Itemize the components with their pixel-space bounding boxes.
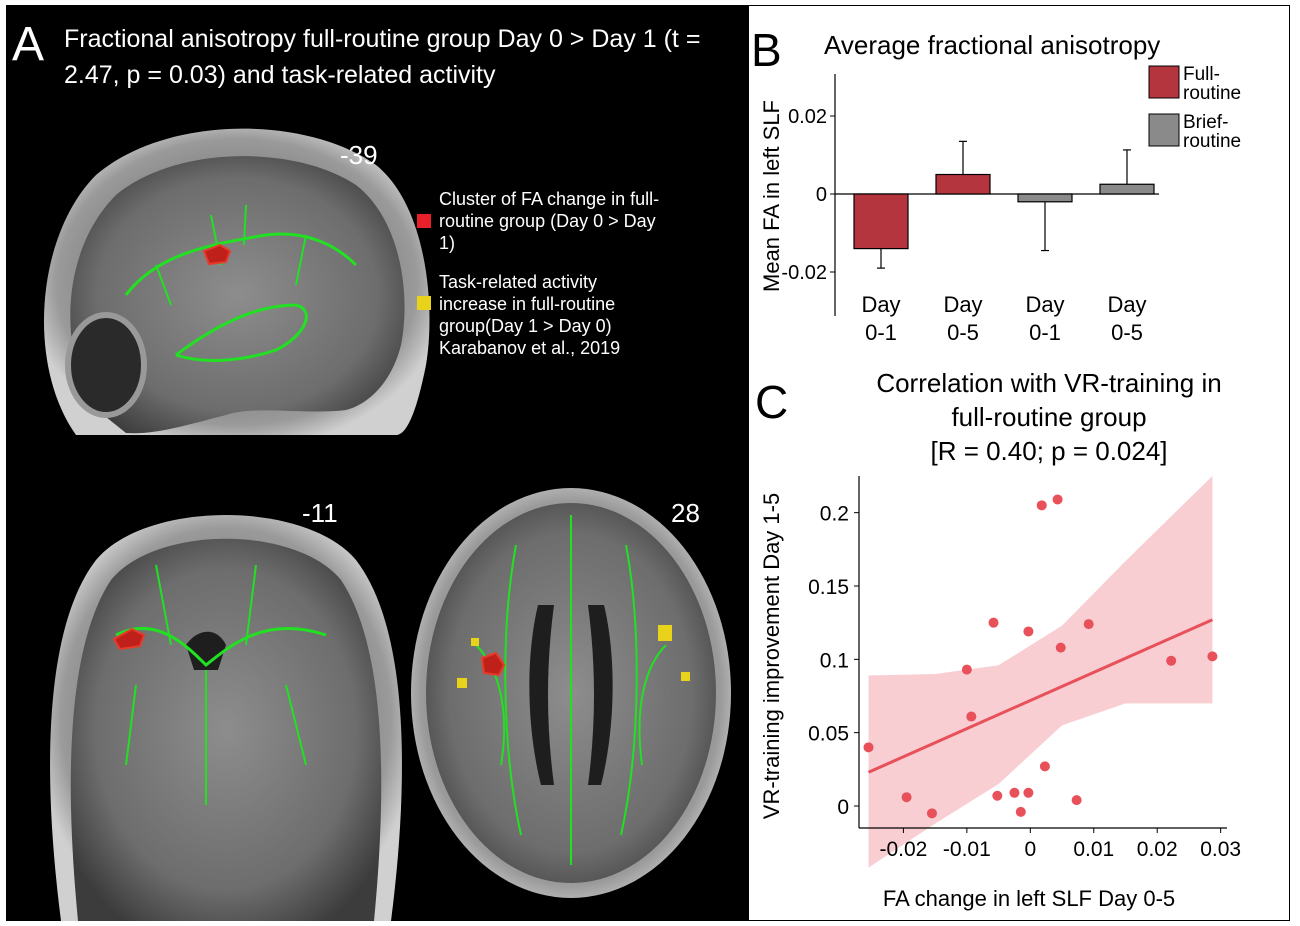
sagittal-slice-image [43,128,430,435]
scatter-ytick-label: 0.05 [808,723,849,746]
scatter-xtick-label: 0.02 [1137,838,1178,861]
axial-slice-number: 28 [671,498,700,528]
scatter-xtick-label: 0.03 [1200,838,1241,861]
fa-cluster-legend-text: Cluster of FA change in full-routine gro… [439,189,660,253]
panel-c-letter: C [755,376,788,428]
scatter-xtick-label: 0 [1024,838,1036,861]
legend-swatch [1148,113,1180,147]
bar-chart: B Average fractional anisotropy Mean FA in… [751,24,1241,345]
data-point [863,742,874,753]
category-label: 0-1 [865,320,897,345]
data-point [1055,642,1066,653]
scatter-xtick-label: 0.01 [1073,838,1114,861]
data-point [1036,500,1047,511]
bar-chart-ytick-label: 0 [816,184,827,206]
scatter-ytick-label: 0.1 [820,649,849,672]
category-label: 0-1 [1029,320,1061,345]
scatter-xtick-label: -0.01 [943,838,991,861]
regression-line [867,618,1214,774]
legend-label: Full- [1183,64,1220,85]
legend-label: routine [1183,131,1241,152]
bar-chart-title: Average fractional anisotropy [824,30,1160,60]
coronal-slice-image [50,515,402,921]
confidence-band [868,476,1213,868]
scatter-ytick-label: 0.2 [820,503,849,526]
category-label: Day [1107,292,1146,317]
scatter-chart-title: full-routine group [951,402,1146,432]
sagittal-slice-number: -39 [340,140,378,170]
data-point [1052,494,1063,505]
data-point [1166,655,1177,666]
panel-bc: B Average fractional anisotropy Mean FA in… [748,5,1290,921]
category-label: 0-5 [947,320,979,345]
panel-b-letter: B [751,24,782,76]
data-point [901,792,912,803]
scatter-ytick-label: 0 [837,796,849,819]
legend-label: routine [1183,83,1241,104]
scatter-chart-title: [R = 0.40; p = 0.024] [930,436,1167,466]
data-point [926,808,937,819]
data-point [1023,626,1034,637]
panel-a: A Fractional anisotropy full-routine gro… [6,5,748,921]
scatter-chart: C Correlation with VR-training in full-rou… [755,368,1241,911]
data-point [1015,806,1026,817]
brain-images [43,128,731,921]
task-activity-legend-text: Task-related activity increase in full-r… [439,272,621,358]
axial-slice-image [411,488,731,898]
fa-cluster-legend-swatch [417,214,431,228]
data-point [1039,761,1050,772]
coronal-slice-number: -11 [302,498,338,528]
panel-a-letter: A [12,18,45,71]
scatter-chart-title: Correlation with VR-training in [876,368,1221,398]
bar [853,193,909,250]
data-point [1083,619,1094,630]
category-label: 0-5 [1111,320,1143,345]
category-label: Day [943,292,982,317]
legend-label: Brief- [1183,112,1228,133]
bar [1099,183,1155,195]
scatter-xtick-label: -0.02 [879,838,927,861]
category-label: Day [861,292,900,317]
data-point [1071,795,1082,806]
data-point [1023,787,1034,798]
category-label: Day [1025,292,1064,317]
data-point [988,617,999,628]
data-point [966,711,977,722]
data-point [1207,651,1218,662]
bar [935,173,991,195]
data-point [961,664,972,675]
scatter-xlabel: FA change in left SLF Day 0-5 [883,886,1175,911]
scatter-ytick-label: 0.15 [808,576,849,599]
bar-chart-ytick-label: 0.02 [788,106,827,128]
legend-swatch [1148,65,1180,99]
task-activity-legend-swatch [417,296,431,310]
panel-a-title: Fractional anisotropy full-routine group… [64,25,701,89]
bar [1017,193,1073,203]
scatter-ylabel: VR-training improvement Day 1-5 [759,493,784,819]
data-point [992,790,1003,801]
data-point [1009,787,1020,798]
bar-chart-ylabel: Mean FA in left SLF [759,100,784,292]
bar-chart-ytick-label: -0.02 [781,262,827,284]
